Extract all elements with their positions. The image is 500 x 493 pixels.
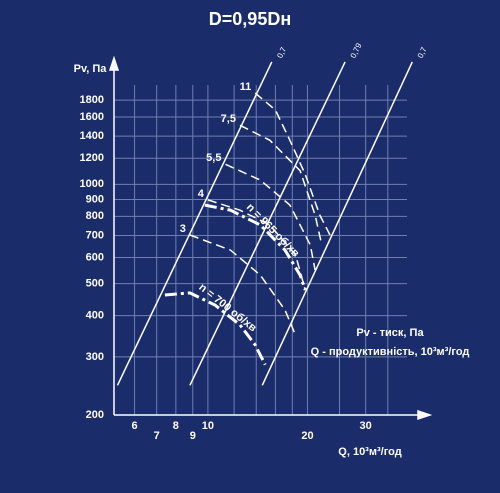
curve-label: 5,5: [206, 152, 221, 164]
y-tick-label: 400: [86, 310, 104, 322]
curve: [239, 124, 323, 246]
y-tick-label: 300: [86, 351, 104, 363]
y-tick-label: 200: [86, 409, 104, 421]
x-tick-label: 6: [131, 420, 137, 432]
y-tick-label: 900: [86, 193, 104, 205]
x-tick-label: 30: [360, 420, 372, 432]
x-tick-label: 8: [173, 420, 179, 432]
y-tick-label: 1400: [80, 130, 104, 142]
chart-title: D=0,95Dн: [209, 9, 291, 29]
x-tick-label: 7: [154, 430, 160, 442]
y-tick-label: 1200: [80, 152, 104, 164]
y-tick-label: 700: [86, 229, 104, 241]
x-tick-label: 20: [301, 430, 313, 442]
curve: [189, 234, 297, 336]
curves: [116, 61, 413, 386]
curve: [116, 61, 273, 386]
axes: [108, 55, 433, 421]
y-tick-label: 500: [86, 278, 104, 290]
curve: [254, 92, 331, 236]
y-tick-label: 800: [86, 210, 104, 222]
curve: [261, 61, 413, 386]
curve: [207, 199, 307, 291]
y-axis-arrow: [108, 55, 120, 71]
curve-label: 11: [240, 81, 252, 93]
x-tick-label: 10: [202, 420, 214, 432]
x-axis-label: Q, 10³м³/год: [338, 446, 401, 458]
curve: [225, 163, 316, 271]
y-tick-label: 600: [86, 251, 104, 263]
note: Pv - тиск, Па: [356, 327, 424, 339]
y-tick-label: 1800: [80, 94, 104, 106]
curve: [204, 203, 307, 291]
x-axis-arrow: [417, 409, 433, 421]
curve-label: 4: [198, 188, 205, 200]
grid: [114, 85, 407, 416]
curve-label: 3: [180, 223, 186, 235]
y-tick-label: 1600: [80, 111, 104, 123]
note: Q - продуктивність, 10³м³/год: [311, 346, 470, 358]
x-tick-label: 9: [190, 430, 196, 442]
y-tick-label: 1000: [80, 178, 104, 190]
y-axis-label: Pv, Па: [74, 63, 108, 75]
ray-label: 0,7: [416, 45, 429, 59]
curve-label: 7,5: [221, 113, 236, 125]
